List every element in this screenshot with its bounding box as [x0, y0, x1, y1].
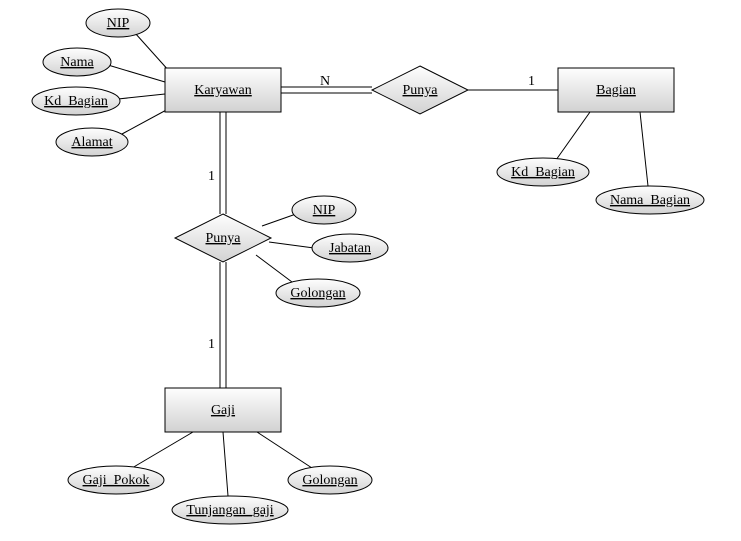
attr-line [132, 432, 193, 468]
entity-gaji-label: Gaji [211, 403, 235, 418]
relationship-punya-mid: Punya [175, 214, 271, 262]
attr-jabatan: Jabatan [312, 234, 388, 262]
attr-line [135, 33, 170, 72]
cardinality-1-top: 1 [528, 74, 535, 89]
attr-nip-karyawan-label: NIP [107, 16, 130, 31]
relationship-punya-top-label: Punya [403, 83, 439, 98]
entity-karyawan: Karyawan [165, 68, 281, 112]
attr-nama: Nama [43, 48, 111, 76]
attr-line [556, 112, 590, 160]
attr-line [262, 214, 296, 226]
attr-kd-bagian-b-label: Kd_Bagian [511, 165, 575, 180]
attr-tunj-gaji-label: Tunjangan_gaji [186, 503, 273, 518]
cardinality-1-mid-lower: 1 [208, 337, 215, 352]
relationship-punya-mid-label: Punya [206, 231, 242, 246]
attr-golongan-gaji: Golongan [288, 466, 372, 494]
attr-line [640, 112, 648, 186]
attr-alamat-label: Alamat [71, 135, 112, 150]
attr-gaji-pokok: Gaji_Pokok [68, 466, 164, 494]
attr-kd-bagian-bagian: Kd_Bagian [497, 158, 589, 186]
attr-line [118, 94, 165, 99]
attr-gaji-pokok-label: Gaji_Pokok [83, 473, 150, 488]
attr-golongan-p-label: Golongan [290, 286, 345, 301]
attr-nama-bagian: Nama_Bagian [596, 186, 704, 214]
attr-jabatan-label: Jabatan [329, 241, 371, 256]
entity-bagian: Bagian [558, 68, 674, 112]
entity-karyawan-label: Karyawan [194, 83, 252, 98]
attr-nip-punya-label: NIP [313, 203, 336, 218]
cardinality-1-mid-upper: 1 [208, 169, 215, 184]
cardinality-n: N [320, 74, 330, 89]
attr-tunjangan-gaji: Tunjangan_gaji [172, 496, 288, 524]
attr-golongan-g-label: Golongan [302, 473, 357, 488]
attr-nip-karyawan: NIP [86, 9, 150, 37]
attr-golongan-punya: Golongan [276, 279, 360, 307]
entity-bagian-label: Bagian [596, 83, 636, 98]
attr-line [122, 108, 170, 134]
entity-gaji: Gaji [165, 388, 281, 432]
attr-line [269, 242, 314, 248]
attr-kd-bagian-karyawan: Kd_Bagian [32, 87, 120, 115]
relationship-punya-top: Punya [372, 66, 468, 114]
attr-line [108, 65, 165, 82]
attr-nip-punya: NIP [292, 196, 356, 224]
attr-nama-label: Nama [60, 55, 94, 70]
attr-nama-bagian-label: Nama_Bagian [610, 193, 690, 208]
er-diagram: Karyawan Bagian Gaji Punya Punya NIP Nam… [0, 0, 741, 541]
attr-alamat: Alamat [56, 128, 128, 156]
attr-kd-bagian-k-label: Kd_Bagian [44, 94, 108, 109]
attr-line [223, 432, 228, 496]
attr-line [257, 432, 312, 468]
attr-line [256, 255, 292, 282]
